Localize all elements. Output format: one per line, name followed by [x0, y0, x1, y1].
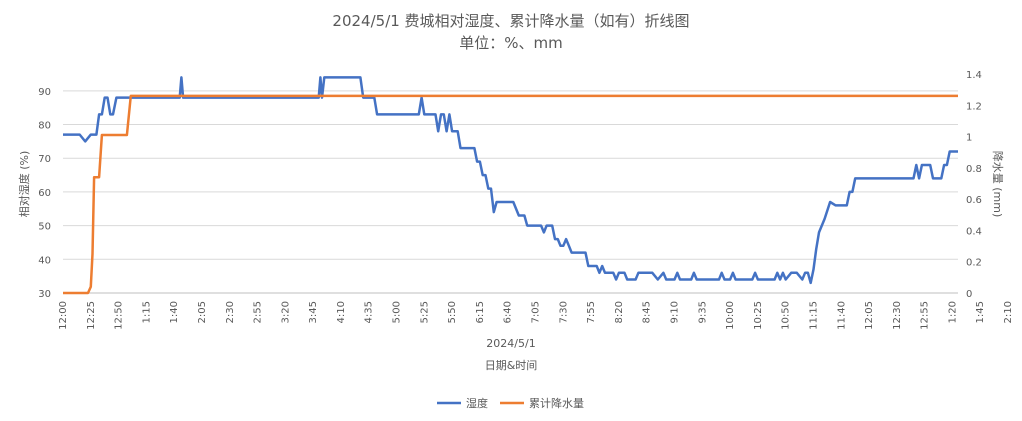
x-tick-label: 2:55 — [253, 301, 264, 323]
x-tick-label: 10:00 — [725, 301, 736, 330]
x-tick-label: 5:00 — [392, 301, 403, 323]
x-tick-label: 5:25 — [419, 301, 430, 323]
y-right-tick-label: 1.2 — [966, 101, 982, 112]
legend: 湿度 累计降水量 — [437, 396, 584, 410]
x-tick-label: 3:45 — [308, 301, 319, 323]
y-right-tick-labels: 0 0.2 0.4 0.6 0.8 1 1.2 1.4 — [966, 70, 982, 300]
y-right-tick-label: 0.4 — [966, 226, 982, 237]
y-left-tick-label: 80 — [38, 121, 51, 132]
x-tick-label: 4:35 — [364, 301, 375, 323]
x-tick-label: 5:50 — [447, 301, 458, 323]
x-tick-label: 2:10 — [1003, 301, 1014, 323]
x-tick-label: 12:30 — [892, 301, 903, 330]
x-tick-label: 2:30 — [225, 301, 236, 323]
y-right-tick-label: 0 — [966, 289, 972, 300]
chart-title: 2024/5/1 费城相对湿度、累计降水量（如有）折线图 — [332, 12, 689, 30]
x-group-label: 2024/5/1 — [486, 337, 535, 350]
y-right-axis-label: 降水量 (mm) — [991, 151, 1005, 218]
x-tick-label: 1:20 — [947, 301, 958, 323]
y-left-tick-label: 90 — [38, 87, 51, 98]
x-tick-label: 12:00 — [58, 301, 69, 330]
x-tick-label: 11:40 — [836, 301, 847, 330]
y-left-tick-label: 50 — [38, 222, 51, 233]
x-tick-label: 4:10 — [336, 301, 347, 323]
chart-subtitle: 单位：%、mm — [459, 34, 562, 52]
x-tick-label: 7:05 — [531, 301, 542, 323]
x-tick-label: 12:05 — [864, 301, 875, 330]
y-left-tick-label: 60 — [38, 188, 51, 199]
x-tick-label: 6:15 — [475, 301, 486, 323]
y-left-tick-label: 70 — [38, 154, 51, 165]
x-tick-label: 1:45 — [975, 301, 986, 323]
x-tick-label: 10:50 — [781, 301, 792, 330]
x-tick-label: 7:30 — [558, 301, 569, 323]
x-tick-label: 3:20 — [280, 301, 291, 323]
x-tick-labels: 12:00 12:25 12:50 1:15 1:40 2:05 2:30 2:55 3:20 3… — [58, 301, 1014, 330]
x-tick-label: 12:55 — [920, 301, 931, 330]
x-tick-label: 1:15 — [141, 301, 152, 323]
x-tick-label: 8:20 — [614, 301, 625, 323]
x-tick-label: 10:25 — [753, 301, 764, 330]
x-tick-label: 9:35 — [697, 301, 708, 323]
x-tick-label: 12:25 — [86, 301, 97, 330]
x-tick-label: 12:50 — [114, 301, 125, 330]
x-tick-label: 7:55 — [586, 301, 597, 323]
x-tick-label: 8:45 — [642, 301, 653, 323]
x-tick-label: 6:40 — [503, 301, 514, 323]
y-right-tick-label: 1.4 — [966, 70, 982, 81]
legend-humidity-label: 湿度 — [466, 396, 488, 410]
y-right-tick-label: 0.2 — [966, 258, 982, 269]
x-tick-label: 11:15 — [808, 301, 819, 330]
y-right-tick-label: 0.6 — [966, 195, 982, 206]
x-tick-label: 2:05 — [197, 301, 208, 323]
x-tick-label: 1:40 — [169, 301, 180, 323]
y-left-axis-label: 相对湿度 (%) — [17, 151, 31, 218]
y-right-tick-label: 1 — [966, 133, 972, 144]
precipitation-series-line — [63, 94, 958, 295]
gridlines — [63, 90, 958, 294]
humidity-series-line — [63, 76, 958, 285]
x-tick-label: 9:10 — [669, 301, 680, 323]
legend-precip-label: 累计降水量 — [529, 396, 584, 410]
y-left-tick-labels: 30 40 50 60 70 80 90 — [38, 87, 51, 300]
y-left-tick-label: 40 — [38, 255, 51, 266]
y-right-tick-label: 0.8 — [966, 164, 982, 175]
series-layer — [63, 76, 958, 295]
y-left-tick-label: 30 — [38, 289, 51, 300]
x-axis-label: 日期&时间 — [485, 359, 538, 372]
